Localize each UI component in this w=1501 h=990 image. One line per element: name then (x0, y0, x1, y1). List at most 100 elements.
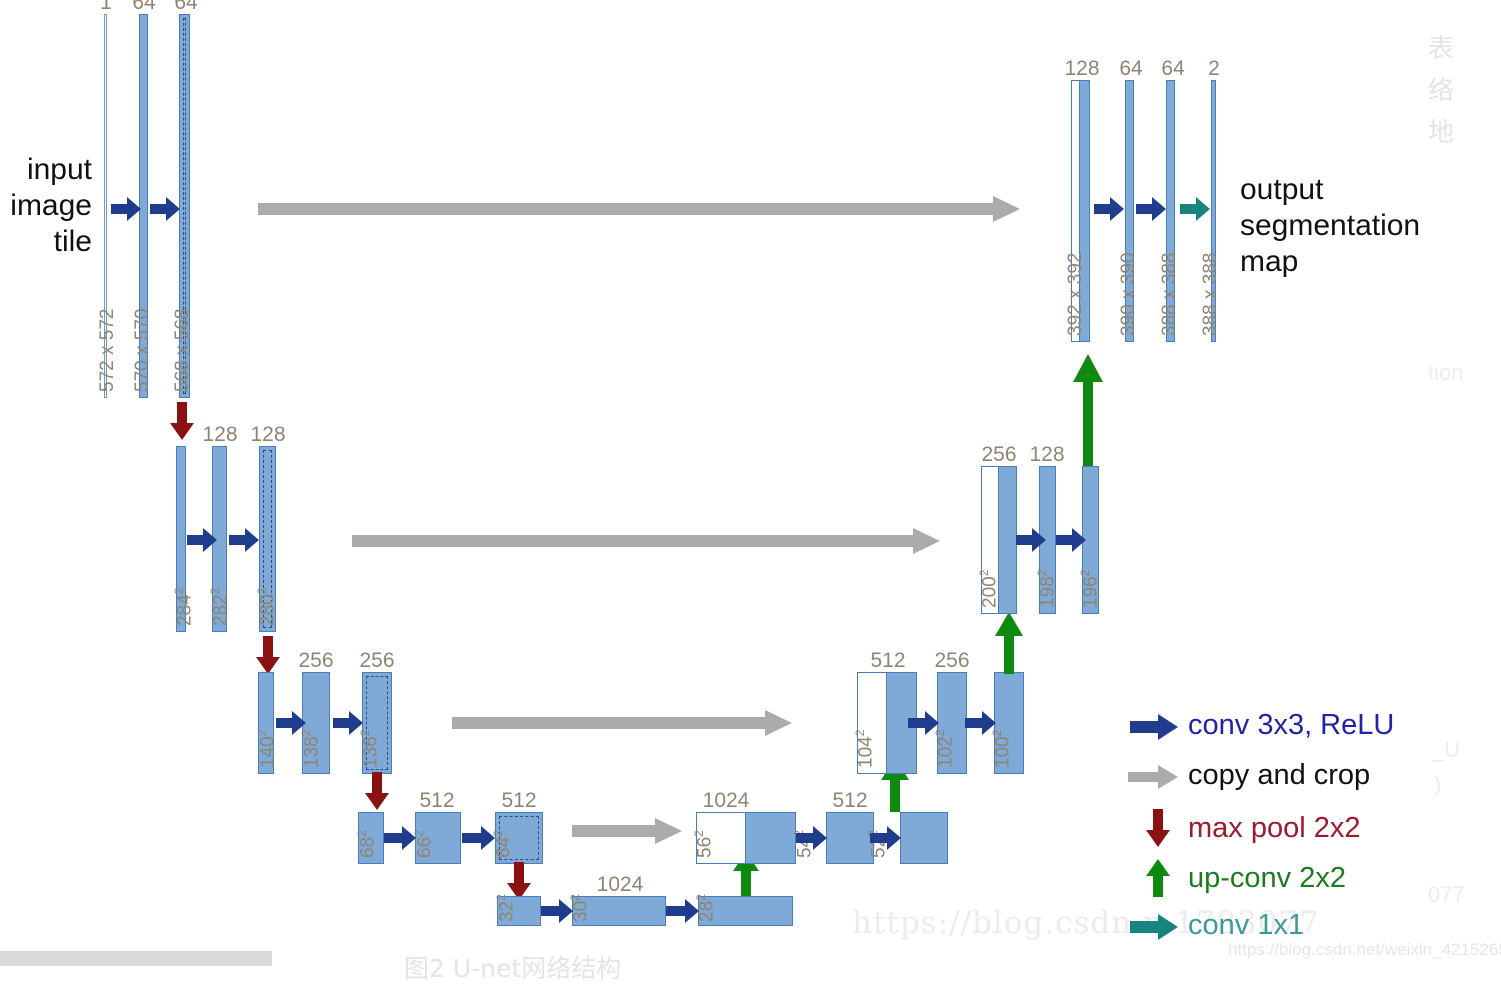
legend-label-conv3x3: conv 3x3, ReLU (1188, 709, 1395, 741)
encoder-l4-block-2 (415, 812, 461, 864)
legend-row-maxpool: max pool 2x2 (1130, 805, 1480, 855)
decoder-l1-size-4: 388 x 388 (1200, 252, 1221, 336)
decoder-l2-size-2: 1982 (1035, 569, 1059, 608)
decoder-l1-size-2: 390 x 390 (1118, 252, 1139, 336)
decoder-l1-ch-2: 64 (1119, 57, 1143, 80)
decoder-l4-block-2 (826, 812, 874, 864)
background-cjk-text: 表络地 (1428, 34, 1455, 148)
decoder-l2-feat-half (999, 466, 1017, 614)
legend-label-copy-crop: copy and crop (1188, 759, 1371, 791)
decoder-l2-size-1: 2002 (977, 569, 1001, 608)
encoder-l3-ch-2: 256 (298, 649, 334, 672)
encoder-l1-size-3: 568 x 568 (172, 308, 193, 392)
bottleneck-size-1: 322 (494, 894, 518, 922)
decoder-l1-block-1 (1071, 80, 1090, 342)
encoder-l2-ch-3: 128 (250, 423, 286, 446)
copy-crop-arrow-3 (452, 710, 792, 736)
encoder-l4-block-1 (358, 812, 384, 864)
legend-label-upconv: up-conv 2x2 (1188, 862, 1346, 894)
encoder-l1-ch-2: 64 (132, 0, 156, 14)
decoder-l1-skip-half (1071, 80, 1080, 342)
conv-arrow-b-a (541, 899, 573, 923)
encoder-l1-ch-1: 1 (100, 0, 112, 14)
decoder-l3-size-1: 1042 (853, 729, 877, 768)
background-gray-band (0, 951, 272, 966)
encoder-l3-block-3 (362, 672, 392, 774)
conv-arrow-d2-b (1056, 528, 1086, 552)
maxpool-arrow-4 (507, 862, 531, 900)
encoder-l2-size-3: 2802 (255, 587, 279, 626)
legend-row-conv3x3: conv 3x3, ReLU (1130, 705, 1480, 755)
decoder-l4-skip-half (696, 812, 746, 864)
bottleneck-ch-2: 1024 (596, 873, 644, 896)
decoder-l2-size-3: 1962 (1078, 569, 1102, 608)
encoder-l4-ch-3: 512 (501, 789, 537, 812)
encoder-l4-size-1: 682 (355, 830, 379, 858)
conv-arrow-d4-a (796, 826, 827, 850)
decoder-l1-size-1: 392 x 392 (1065, 252, 1086, 336)
decoder-l1-ch-3: 64 (1161, 57, 1185, 80)
conv-arrow-e4-b (462, 826, 495, 850)
encoder-l2-block-1 (176, 446, 186, 632)
decoder-l3-ch-1: 512 (870, 649, 906, 672)
decoder-l1-ch-4: 2 (1208, 57, 1220, 80)
conv-arrow-d1-b (1136, 197, 1166, 221)
decoder-l2-block-1 (981, 466, 1017, 614)
decoder-l4-size-1: 562 (692, 830, 716, 858)
decoder-l3-skip-half (857, 672, 887, 774)
legend-row-copy-crop: copy and crop (1128, 755, 1480, 805)
bottleneck-block-3 (698, 896, 793, 926)
decoder-l2-ch-2: 128 (1029, 443, 1065, 466)
encoder-l2-size-1: 2842 (172, 587, 196, 626)
encoder-l1-size-2: 570 x 570 (132, 308, 153, 392)
encoder-l1-block-1 (104, 14, 107, 398)
conv-arrow-d1-a (1094, 197, 1124, 221)
conv-arrow-e1-b (150, 197, 180, 221)
decoder-l4-feat-half (746, 812, 796, 864)
decoder-l4-ch-1: 1024 (702, 789, 750, 812)
decoder-l4-block-1 (696, 812, 796, 864)
input-image-tile-label: input image tile (10, 153, 92, 258)
legend-row-upconv: up-conv 2x2 (1130, 855, 1480, 905)
bottleneck-block-2 (572, 896, 666, 926)
encoder-l4-block-3 (495, 812, 543, 864)
encoder-l1-size-1: 572 x 572 (97, 308, 118, 392)
decoder-l1-block-2 (1125, 80, 1134, 342)
decoder-l4-ch-2: 512 (832, 789, 868, 812)
background-fragment-tion: tion (1428, 360, 1464, 385)
right-arrow-icon (1128, 765, 1178, 789)
decoder-l1-ch-1: 128 (1064, 57, 1100, 80)
up-arrow-icon (1146, 859, 1170, 897)
encoder-l2-size-2: 2822 (208, 587, 232, 626)
upconv-arrow-2 (995, 612, 1023, 674)
decoder-l2-skip-half (981, 466, 999, 614)
maxpool-arrow-2 (256, 636, 280, 674)
maxpool-arrow-1 (170, 402, 194, 440)
encoder-l2-block-3 (259, 446, 276, 632)
encoder-l4-ch-2: 512 (419, 789, 455, 812)
decoder-l1-block-3 (1166, 80, 1175, 342)
conv-arrow-e3-a (276, 711, 306, 735)
encoder-l1-block-2 (139, 14, 148, 398)
conv-arrow-e2-a (187, 528, 217, 552)
legend: conv 3x3, ReLU copy and crop max pool 2x… (1128, 705, 1480, 955)
decoder-l3-block-2 (937, 672, 967, 774)
conv-arrow-e3-b (333, 711, 363, 735)
conv-arrow-d3-a (908, 711, 939, 735)
conv-arrow-d3-b (965, 711, 996, 735)
encoder-l3-block-1 (258, 672, 274, 774)
legend-label-conv1x1: conv 1x1 (1188, 909, 1305, 941)
down-arrow-icon (1146, 809, 1170, 847)
decoder-l1-size-3: 388 x 388 (1159, 252, 1180, 336)
copy-crop-arrow-1 (258, 196, 1020, 222)
output-segmentation-map-label: output segmentation map (1240, 173, 1421, 278)
conv-arrow-d2-a (1016, 528, 1046, 552)
conv-arrow-b-b (666, 899, 699, 923)
decoder-l4-block-3 (900, 812, 948, 864)
encoder-l1-ch-3: 64 (174, 0, 198, 14)
conv1x1-arrow-output (1180, 197, 1210, 221)
upconv-arrow-1 (1073, 354, 1103, 466)
conv-arrow-e4-a (384, 826, 416, 850)
legend-row-conv1x1: conv 1x1 (1130, 905, 1480, 955)
